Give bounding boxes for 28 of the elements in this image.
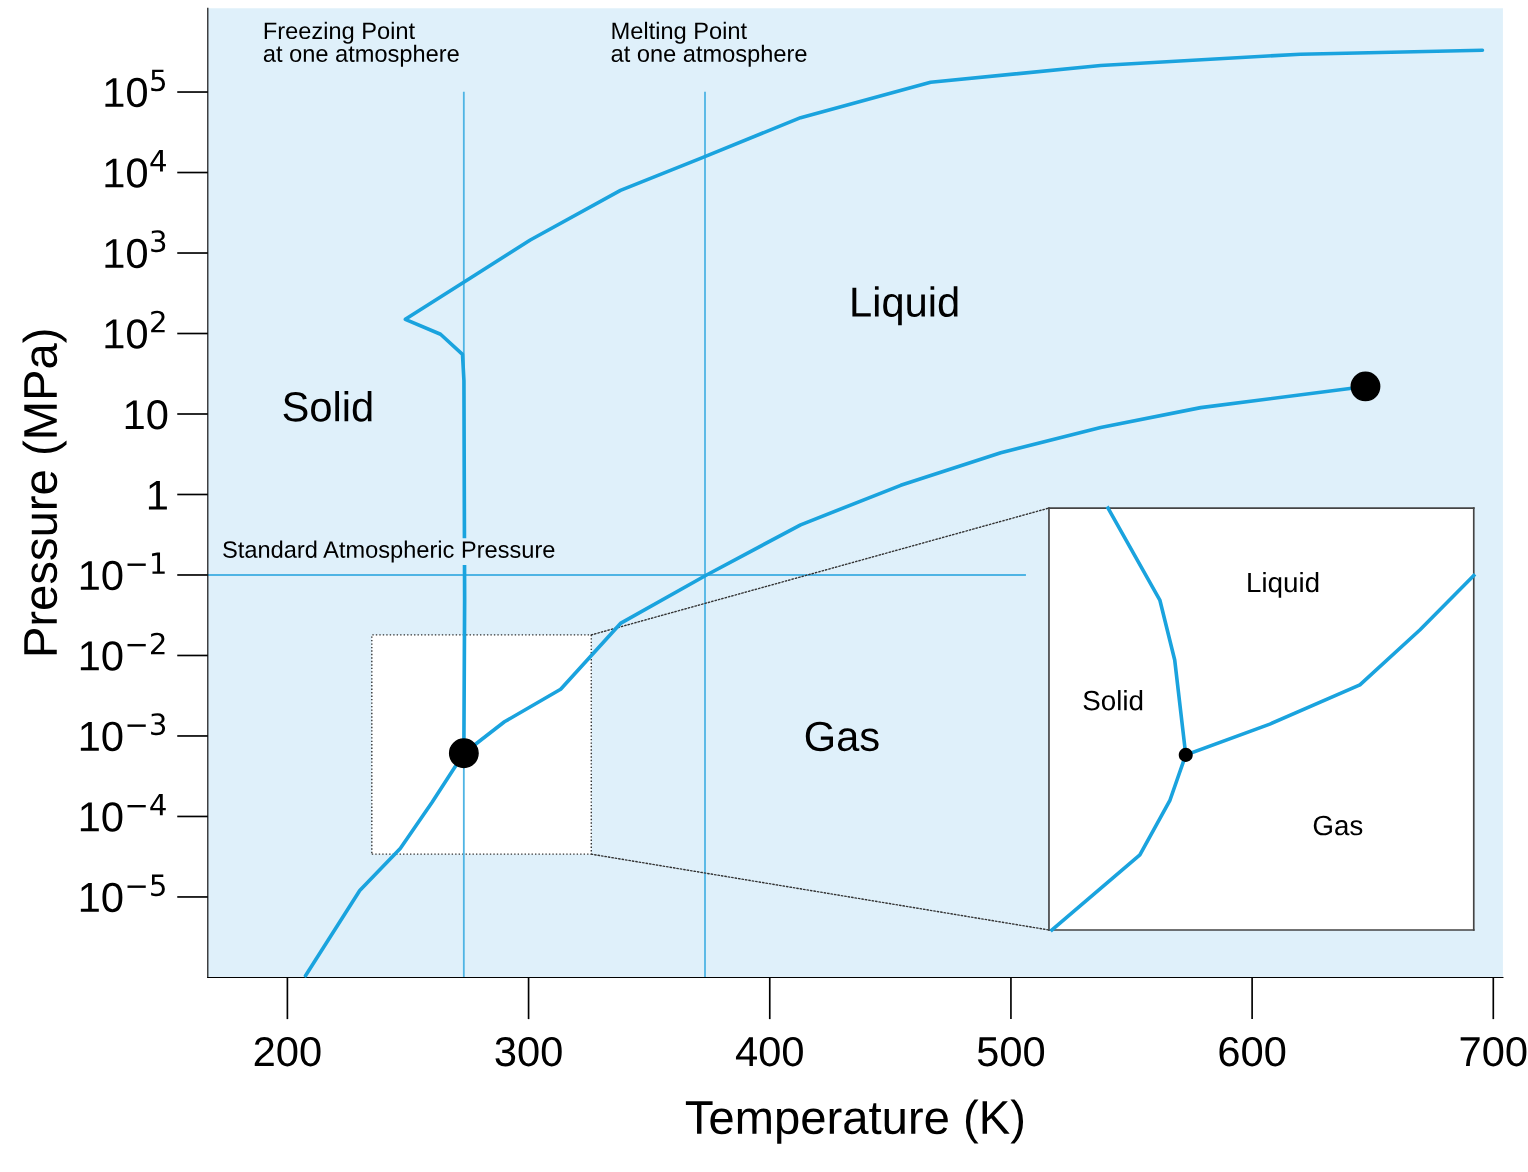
y-tick-label: 10$^{4}$ (105, 150, 166, 188)
ref-line-label: Freezing Point at one atmosphere (263, 21, 459, 67)
annotation: Liquid (1248, 571, 1319, 598)
y-tick-label: 10$^{−4}$ (80, 794, 166, 832)
annotation: Gas (805, 721, 879, 752)
x-tick-label: 300 (495, 1036, 562, 1067)
ref-line-label: Melting Point at one atmosphere (611, 21, 807, 67)
annotation: Solid (1083, 690, 1143, 711)
ref-line-label: Standard Atmospheric Pressure (223, 540, 555, 563)
x-tick-label: 500 (977, 1036, 1045, 1067)
y-tick-label: 10$^{−2}$ (80, 632, 165, 671)
x-tick-label: 400 (735, 1036, 803, 1067)
y-tick-label: 10 (125, 400, 168, 430)
annotation: Liquid (852, 286, 958, 326)
y-tick-label: 10$^{3}$ (105, 230, 166, 269)
y-tick-label: 1 (148, 480, 167, 510)
x-tick-label: 600 (1219, 1036, 1286, 1067)
y-tick-label: 10$^{2}$ (105, 310, 165, 349)
y-tick-label: 10$^{5}$ (105, 69, 166, 108)
y-tick-label: 10$^{−5}$ (80, 874, 165, 913)
x-tick-label: 700 (1460, 1036, 1527, 1067)
x-tick-label: 200 (254, 1036, 321, 1067)
x-axis-title: Temperature (K) (685, 1099, 1024, 1144)
y-tick-label: 10$^{−1}$ (80, 552, 165, 591)
y-tick-label: 10$^{−3}$ (80, 713, 166, 752)
annotation: Gas (1313, 815, 1363, 836)
annotation: Solid (283, 391, 372, 422)
y-axis-title: Pressure (MPa) (22, 330, 67, 655)
